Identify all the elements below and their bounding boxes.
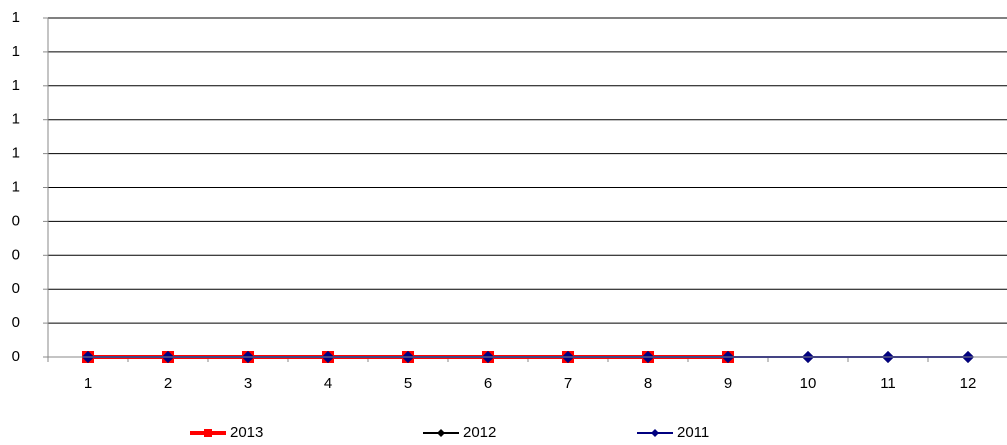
y-tick-label: 1 — [12, 178, 20, 195]
y-tick-label: 1 — [12, 43, 20, 60]
x-tick-label: 2 — [164, 375, 172, 392]
x-tick-label: 10 — [800, 375, 817, 392]
x-tick-label: 11 — [880, 375, 896, 392]
y-tick-label: 1 — [12, 77, 20, 94]
legend-label: 2011 — [677, 424, 709, 441]
legend-label: 2012 — [463, 424, 496, 441]
x-tick-label: 4 — [324, 375, 332, 392]
y-tick-label: 0 — [12, 212, 20, 229]
y-tick-label: 0 — [12, 280, 20, 297]
y-tick-label: 0 — [12, 246, 20, 263]
y-tick-label: 1 — [12, 111, 20, 128]
x-tick-label: 7 — [564, 375, 572, 392]
y-tick-label: 0 — [12, 314, 20, 331]
y-tick-label: 1 — [12, 145, 20, 162]
legend-label: 2013 — [230, 424, 263, 441]
marker — [651, 429, 659, 437]
y-tick-label: 1 — [12, 9, 20, 26]
x-tick-label: 8 — [644, 375, 652, 392]
marker — [437, 429, 445, 437]
x-tick-label: 12 — [960, 375, 977, 392]
x-tick-label: 5 — [404, 375, 412, 392]
x-tick-label: 1 — [84, 375, 92, 392]
x-tick-label: 6 — [484, 375, 492, 392]
y-tick-label: 0 — [12, 348, 20, 365]
x-tick-label: 9 — [724, 375, 732, 392]
x-tick-label: 3 — [244, 375, 252, 392]
marker — [204, 429, 212, 437]
